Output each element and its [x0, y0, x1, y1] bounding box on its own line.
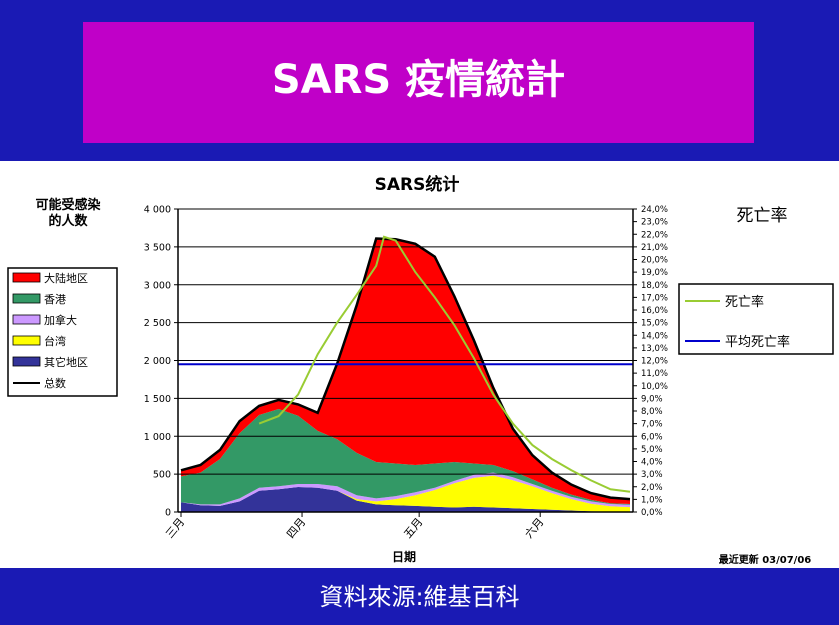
y-tick-label: 0	[165, 508, 171, 519]
death-rate-line	[258, 235, 631, 493]
y2-tick-label: 4,0%	[641, 458, 663, 468]
y2-tick-label: 24,0%	[641, 205, 668, 215]
x-axis-label: 日期	[392, 549, 416, 564]
y-tick-label: 3 500	[144, 242, 171, 253]
legend-swatch	[12, 293, 41, 304]
y2-tick-label: 5,0%	[641, 445, 663, 455]
x-tick-label: 三月	[163, 516, 187, 541]
y-axis-ticks: 4 000 3 500 3 000 2 500 2 000 1 500 1 000 500 0	[144, 205, 178, 519]
y-tick-label: 1 000	[144, 432, 171, 443]
y2-tick-label: 21,0%	[641, 243, 668, 253]
legend-swatch	[12, 272, 41, 283]
area-其它地区	[181, 487, 630, 512]
y2-tick-label: 22,0%	[641, 230, 668, 240]
y2-tick-label: 16,0%	[641, 306, 668, 316]
y2-tick-label: 20,0%	[641, 256, 668, 266]
legend-label: 其它地区	[44, 355, 88, 369]
source-text: 資料來源:維基百科	[319, 583, 520, 611]
y-axis-label-line2: 的人数	[48, 213, 88, 229]
total-line	[180, 237, 631, 501]
x-axis-ticks: 三月 四月 五月 六月	[163, 512, 546, 541]
y-tick-label: 3 000	[144, 280, 171, 291]
legend-swatch	[12, 314, 41, 325]
y2-tick-label: 12,0%	[641, 357, 668, 367]
chart-title: SARS统计	[375, 174, 460, 195]
area-香港	[181, 409, 630, 505]
y2-tick-label: 7,0%	[641, 420, 663, 430]
y2-tick-label: 19,0%	[641, 268, 668, 278]
y2-tick-label: 15,0%	[641, 319, 668, 329]
area-加拿大	[181, 472, 630, 508]
sars-chart: SARS统计 可能受感染 的人数 死亡率 日期 最近更新 03/07/06 4 …	[7, 174, 834, 566]
slide-title-box: SARS 疫情統計	[83, 22, 754, 143]
y2-axis-label: 死亡率	[737, 206, 788, 226]
legend-label: 加拿大	[44, 313, 77, 327]
y2-tick-label: 0,0%	[641, 508, 663, 518]
slide-title: SARS 疫情統計	[271, 57, 566, 103]
area-台湾	[181, 475, 630, 512]
y-tick-label: 4 000	[144, 205, 171, 216]
plot-area	[177, 208, 634, 513]
y-tick-label: 2 500	[144, 318, 171, 329]
legend-right-frame	[678, 283, 834, 355]
y-axis-label-line1: 可能受感染	[35, 197, 101, 213]
legend-label: 台湾	[44, 334, 66, 348]
y2-tick-label: 3,0%	[641, 470, 663, 480]
y2-tick-label: 6,0%	[641, 432, 663, 442]
source-footer: 資料來源:維基百科	[0, 569, 839, 625]
y2-tick-label: 17,0%	[641, 293, 668, 303]
x-tick-label: 六月	[522, 516, 546, 541]
x-tick-label: 四月	[284, 516, 308, 541]
chart-panel: SARS统计 可能受感染 的人数 死亡率 日期 最近更新 03/07/06 4 …	[0, 161, 839, 568]
y2-tick-label: 1,0%	[641, 495, 663, 505]
legend-label: 大陆地区	[44, 271, 88, 285]
y2-axis-ticks: 24,0% 23,0% 22,0% 21,0% 20,0% 19,0% 18,0% 17,0%…	[633, 205, 668, 518]
legend-swatch	[12, 335, 41, 346]
y-tick-label: 1 500	[144, 394, 171, 405]
area-大陆地区	[181, 238, 630, 504]
y2-tick-label: 13,0%	[641, 344, 668, 354]
legend-label: 香港	[44, 293, 66, 306]
y2-tick-label: 9,0%	[641, 394, 663, 404]
y2-tick-label: 18,0%	[641, 281, 668, 291]
legend-left-frame	[7, 267, 118, 397]
legend-swatch	[12, 356, 41, 367]
y2-tick-label: 14,0%	[641, 331, 668, 341]
y-tick-label: 500	[153, 470, 171, 481]
y2-tick-label: 23,0%	[641, 218, 668, 228]
legend2-label: 死亡率	[725, 294, 764, 310]
y2-tick-label: 2,0%	[641, 483, 663, 493]
y-tick-label: 2 000	[144, 356, 171, 367]
y2-tick-label: 8,0%	[641, 407, 663, 417]
legend-label: 总数	[44, 376, 66, 390]
legend2-label: 平均死亡率	[725, 334, 790, 350]
x-tick-label: 五月	[401, 516, 425, 541]
y2-tick-label: 10,0%	[641, 382, 668, 392]
y2-tick-label: 11,0%	[641, 369, 668, 379]
update-note: 最近更新 03/07/06	[719, 553, 812, 566]
